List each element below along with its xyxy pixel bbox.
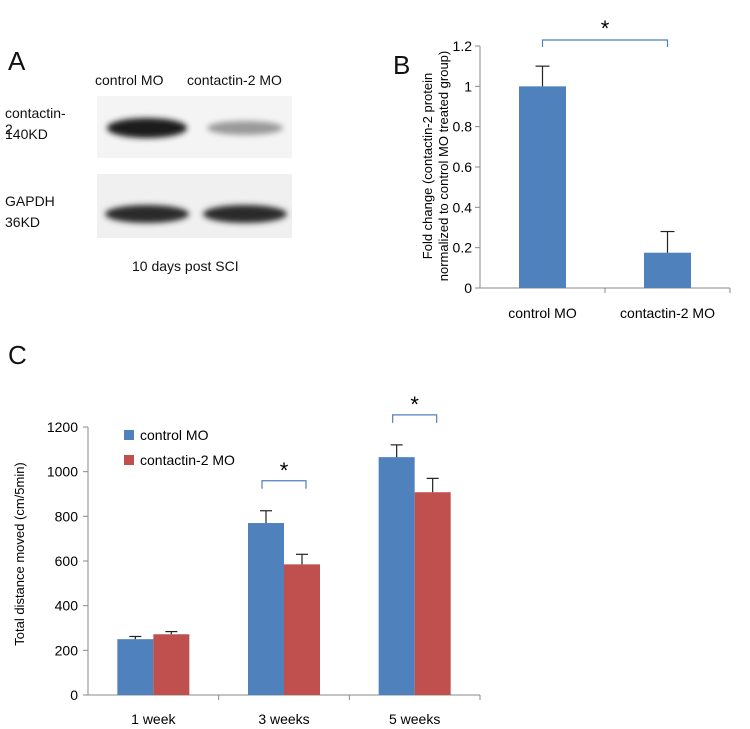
blot-image-contactin — [97, 96, 292, 158]
band-gapdh-morpholino — [203, 205, 287, 223]
chart-b-ytick-label: 1 — [464, 78, 472, 94]
chart-b-ytick-label: 0.2 — [453, 240, 473, 256]
chart-c-axes: 0 200 400 600 800 1000 1200 1 week 3 weeks 5 week… — [47, 419, 481, 727]
panel-label-b: B — [393, 50, 411, 80]
chart-b-significance-bracket — [541, 39, 669, 47]
blot-panel-gapdh — [97, 174, 292, 238]
chart-c-xtick-label: 1 week — [131, 711, 176, 727]
chart-c-bar — [248, 523, 284, 695]
chart-c-ytick-label: 1200 — [47, 419, 78, 435]
chart-c-significance-bracket — [261, 480, 307, 489]
chart-c-ytick-label: 1000 — [47, 464, 78, 480]
blot-panel-contactin — [97, 96, 292, 158]
lane-label-contactin: contactin-2 MO — [187, 72, 282, 88]
chart-c-xtick-label: 3 weeks — [258, 711, 309, 727]
chart-c-bar — [117, 639, 154, 695]
chart-c-bars — [117, 444, 451, 695]
band-contactin-morpholino — [207, 121, 283, 135]
chart-c-ylabel: Total distance moved (cm/5min) — [12, 462, 27, 646]
chart-c-legend-swatch — [124, 455, 134, 465]
chart-c-xtick-label: 5 weeks — [389, 711, 440, 727]
chart-c-significance-star: * — [280, 458, 289, 483]
chart-b-bar — [519, 86, 566, 288]
lane-label-control: control MO — [95, 72, 164, 88]
chart-c-ytick-label: 400 — [55, 598, 79, 614]
blot-caption: 10 days post SCI — [132, 258, 239, 274]
chart-c-ytick-label: 600 — [55, 553, 79, 569]
chart-c-ytick-label: 200 — [55, 642, 79, 658]
chart-c-significance-bracket — [392, 414, 438, 423]
chart-b-xtick-label: control MO — [508, 305, 577, 321]
chart-c-bar — [414, 492, 451, 695]
band-label-contactin: contactin-2 — [5, 105, 66, 137]
chart-b-ytick-label: 0.6 — [453, 159, 473, 175]
chart-c-bar — [378, 457, 415, 695]
chart-c-significance: ** — [261, 392, 438, 489]
chart-b-ytick-label: 0 — [464, 280, 472, 296]
chart-b-bar — [644, 252, 691, 288]
chart-b-ytick-label: 0.8 — [453, 119, 473, 135]
chart-b: Fold change (contactin-2 protein normali… — [420, 16, 731, 321]
chart-b-ytick-label: 0.4 — [453, 199, 473, 215]
band-contactin-control — [107, 118, 187, 138]
blot-image-gapdh — [97, 174, 292, 238]
band-label-gapdh-size: 36KD — [5, 214, 41, 230]
chart-b-xtick-label: contactin-2 MO — [620, 305, 715, 321]
panel-label-c: C — [8, 340, 27, 370]
band-label-contactin-size: 140KD — [5, 126, 48, 142]
panel-label-a: A — [8, 46, 26, 76]
chart-b-ylabel-line1: Fold change (contactin-2 protein — [420, 73, 435, 259]
chart-c-legend-swatch — [124, 430, 134, 440]
chart-c-ytick-label: 0 — [70, 687, 78, 703]
band-label-gapdh: GAPDH — [5, 193, 55, 209]
chart-b-significance: * — [541, 16, 669, 47]
chart-c-bar — [153, 634, 190, 695]
chart-c-ytick-label: 800 — [55, 508, 79, 524]
chart-b-bars — [519, 65, 691, 288]
chart-c-legend-label: control MO — [140, 427, 209, 443]
chart-c-significance-star: * — [410, 392, 419, 417]
chart-b-ylabel-line2: normalized to control MO treated group) — [436, 51, 451, 282]
chart-c-legend: control MO contactin-2 MO — [124, 427, 235, 468]
chart-c-legend-label: contactin-2 MO — [140, 452, 235, 468]
chart-b-ytick-label: 1.2 — [453, 38, 473, 54]
chart-b-significance-star: * — [601, 16, 610, 41]
band-gapdh-control — [105, 205, 189, 223]
chart-c-bar — [284, 564, 320, 695]
